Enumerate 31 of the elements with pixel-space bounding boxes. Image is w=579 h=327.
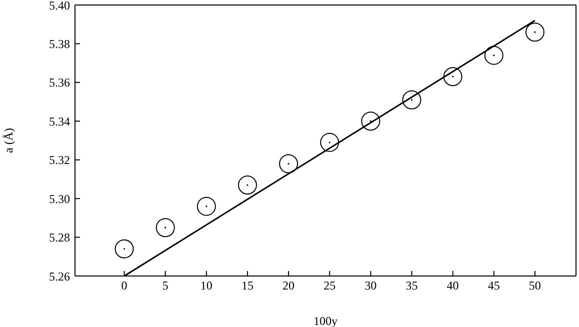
y-tick-label: 5.40 (49, 0, 70, 12)
point (196, 196, 216, 216)
y-tick-label: 5.38 (49, 36, 70, 51)
y-tick-label: 5.34 (49, 114, 70, 128)
y-tick-label: 5.36 (49, 76, 70, 90)
point (279, 154, 298, 174)
y-tick-label: 5.26 (49, 269, 70, 284)
x-tick-label: 15 (241, 278, 254, 293)
point (484, 46, 504, 65)
x-tick-label: 45 (488, 278, 500, 293)
x-tick-label: 40 (446, 278, 459, 293)
point (320, 132, 340, 152)
point (156, 218, 175, 238)
point (361, 112, 380, 131)
x-tick-label: 10 (200, 278, 212, 293)
point (238, 176, 257, 195)
y-axis-title: a (Å) (1, 128, 16, 153)
x-tick-label: 50 (528, 278, 541, 293)
y-tick-label: 5.32 (49, 153, 70, 168)
x-tick-label: 5 (162, 278, 168, 293)
x-tick-label: 30 (364, 278, 377, 293)
point (402, 90, 422, 110)
y-tick-label: 5.30 (49, 192, 70, 206)
point (525, 22, 544, 42)
x-tick-label: 35 (406, 278, 418, 293)
x-tick-label: 20 (282, 278, 295, 293)
point (114, 239, 134, 258)
point (443, 67, 462, 86)
x-tick-label: 25 (324, 278, 336, 293)
x-tick-label: 0 (121, 278, 128, 293)
y-tick-label: 5.28 (49, 230, 70, 245)
